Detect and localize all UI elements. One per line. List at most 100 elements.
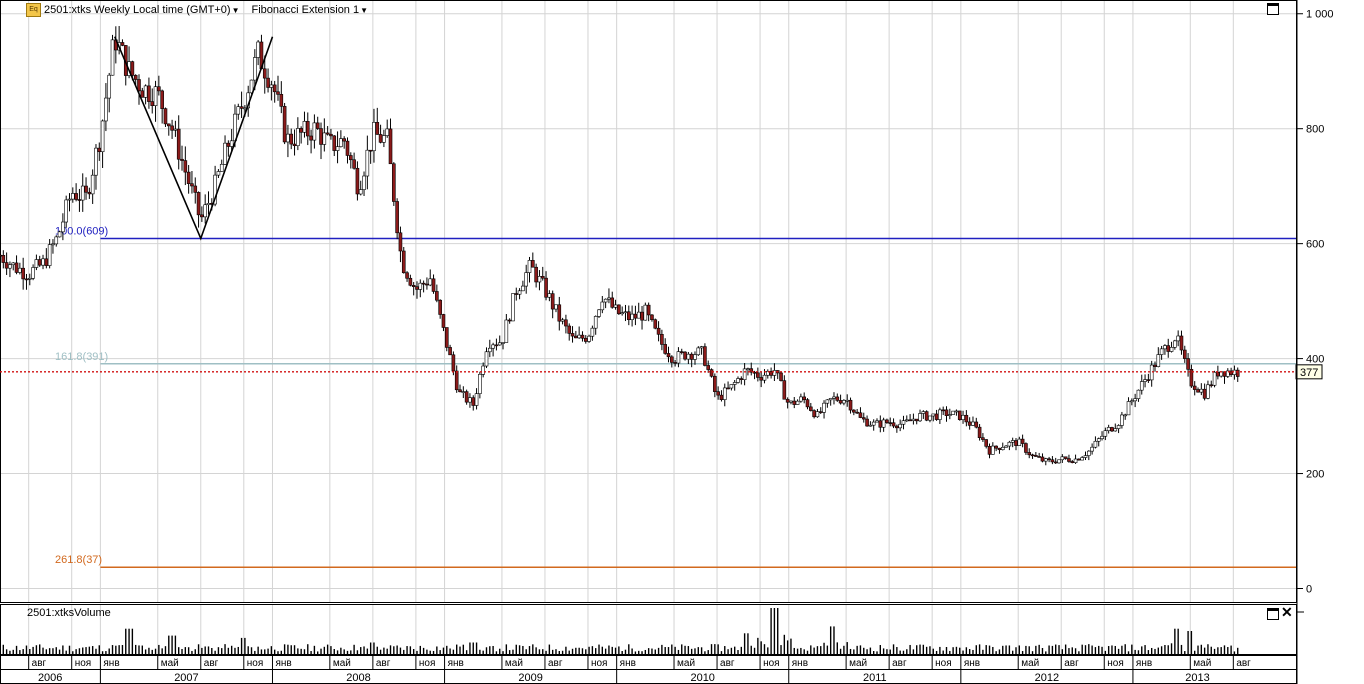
month-label: авг xyxy=(32,658,47,669)
candle-body xyxy=(948,414,952,416)
last-price-badge xyxy=(1295,364,1323,380)
candle-body xyxy=(636,311,641,319)
candle-body xyxy=(650,314,654,321)
candle-body xyxy=(590,327,595,337)
candle-body xyxy=(593,316,598,329)
candle-body xyxy=(229,140,234,147)
candle-body xyxy=(623,311,628,314)
candle-body xyxy=(1080,457,1084,461)
month-label: авг xyxy=(376,658,391,669)
candle-body xyxy=(971,421,975,426)
candle-body xyxy=(84,185,88,193)
candle-body xyxy=(848,399,853,411)
candle-body xyxy=(554,304,558,310)
instrument-dropdown-icon[interactable]: ▼ xyxy=(231,5,240,15)
candle-body xyxy=(547,293,552,298)
candle-body xyxy=(991,445,995,455)
candle-body xyxy=(378,134,383,143)
candle-body xyxy=(779,372,783,381)
candle-body xyxy=(471,397,476,406)
candle-body xyxy=(269,84,274,88)
candle-body xyxy=(762,374,767,381)
candle-body xyxy=(478,374,482,394)
candle-body xyxy=(1156,354,1161,367)
candle-body xyxy=(531,260,535,268)
candle-body xyxy=(319,128,323,145)
month-label: ноя xyxy=(935,658,952,669)
candle-body xyxy=(1073,458,1078,463)
month-label: май xyxy=(161,658,179,669)
candle-body xyxy=(957,410,962,420)
candle-body xyxy=(1159,348,1164,355)
candle-body xyxy=(1093,440,1098,448)
candle-body xyxy=(501,342,505,344)
candle-body xyxy=(1077,458,1081,461)
candle-body xyxy=(44,258,49,266)
month-label: ноя xyxy=(1107,658,1124,669)
candle-body xyxy=(974,421,979,428)
candle-body xyxy=(676,351,681,364)
candle-body xyxy=(262,68,267,79)
candle-body xyxy=(1014,440,1018,446)
instrument-label[interactable]: 2501:xtks Weekly Local time (GMT+0) xyxy=(44,4,231,16)
volume-close-icon[interactable]: ✕ xyxy=(1281,604,1293,620)
candle-body xyxy=(1212,371,1217,386)
candle-body xyxy=(438,299,442,315)
candle-body xyxy=(524,272,529,287)
candle-body xyxy=(163,108,168,125)
candle-body xyxy=(759,377,763,381)
candle-body xyxy=(865,418,869,427)
candle-body xyxy=(620,312,624,315)
candle-body xyxy=(1067,458,1071,462)
volume-maximize-button[interactable] xyxy=(1267,608,1279,620)
candle-body xyxy=(511,293,515,322)
candle-body xyxy=(997,447,1002,451)
candle-body xyxy=(1163,345,1167,350)
candle-body xyxy=(1043,458,1048,462)
candle-body xyxy=(441,314,446,328)
candle-body xyxy=(799,396,803,402)
candle-body xyxy=(180,158,184,161)
candle-body xyxy=(170,125,174,131)
candle-body xyxy=(425,283,429,286)
candle-body xyxy=(183,160,188,173)
candle-body xyxy=(895,425,899,429)
candle-body xyxy=(1050,459,1055,463)
candle-body xyxy=(325,132,330,135)
year-label: 2006 xyxy=(38,672,62,684)
candle-body xyxy=(583,337,588,342)
candle-body xyxy=(805,399,810,408)
candle-body xyxy=(362,175,366,190)
candle-body xyxy=(1,255,6,263)
candle-body xyxy=(557,304,562,322)
month-label: май xyxy=(1193,658,1211,669)
month-label: авг xyxy=(720,658,735,669)
candle-body xyxy=(1110,427,1114,432)
candle-body xyxy=(1216,371,1220,377)
candle-body xyxy=(961,414,965,420)
candle-body xyxy=(673,362,677,364)
candle-body xyxy=(140,90,145,98)
month-label: май xyxy=(1021,658,1039,669)
maximize-pane-button[interactable] xyxy=(1267,3,1279,15)
candle-body xyxy=(1096,438,1101,442)
candle-body xyxy=(494,344,499,347)
candle-body xyxy=(716,391,720,396)
candle-body xyxy=(4,262,9,269)
candle-body xyxy=(610,297,615,308)
candle-body xyxy=(0,254,2,257)
candle-body xyxy=(696,347,701,356)
candle-body xyxy=(289,133,294,145)
candle-body xyxy=(812,410,816,418)
candle-body xyxy=(1229,370,1233,375)
candle-body xyxy=(1116,425,1121,429)
candle-body xyxy=(908,419,912,422)
candle-body xyxy=(1030,454,1035,457)
candle-body xyxy=(742,368,747,380)
candle-body xyxy=(1179,335,1184,351)
study-dropdown-icon[interactable]: ▼ xyxy=(360,5,369,15)
candle-body xyxy=(296,128,300,147)
study-label[interactable]: Fibonacci Extension 1 xyxy=(251,4,360,16)
candle-body xyxy=(1027,452,1032,456)
